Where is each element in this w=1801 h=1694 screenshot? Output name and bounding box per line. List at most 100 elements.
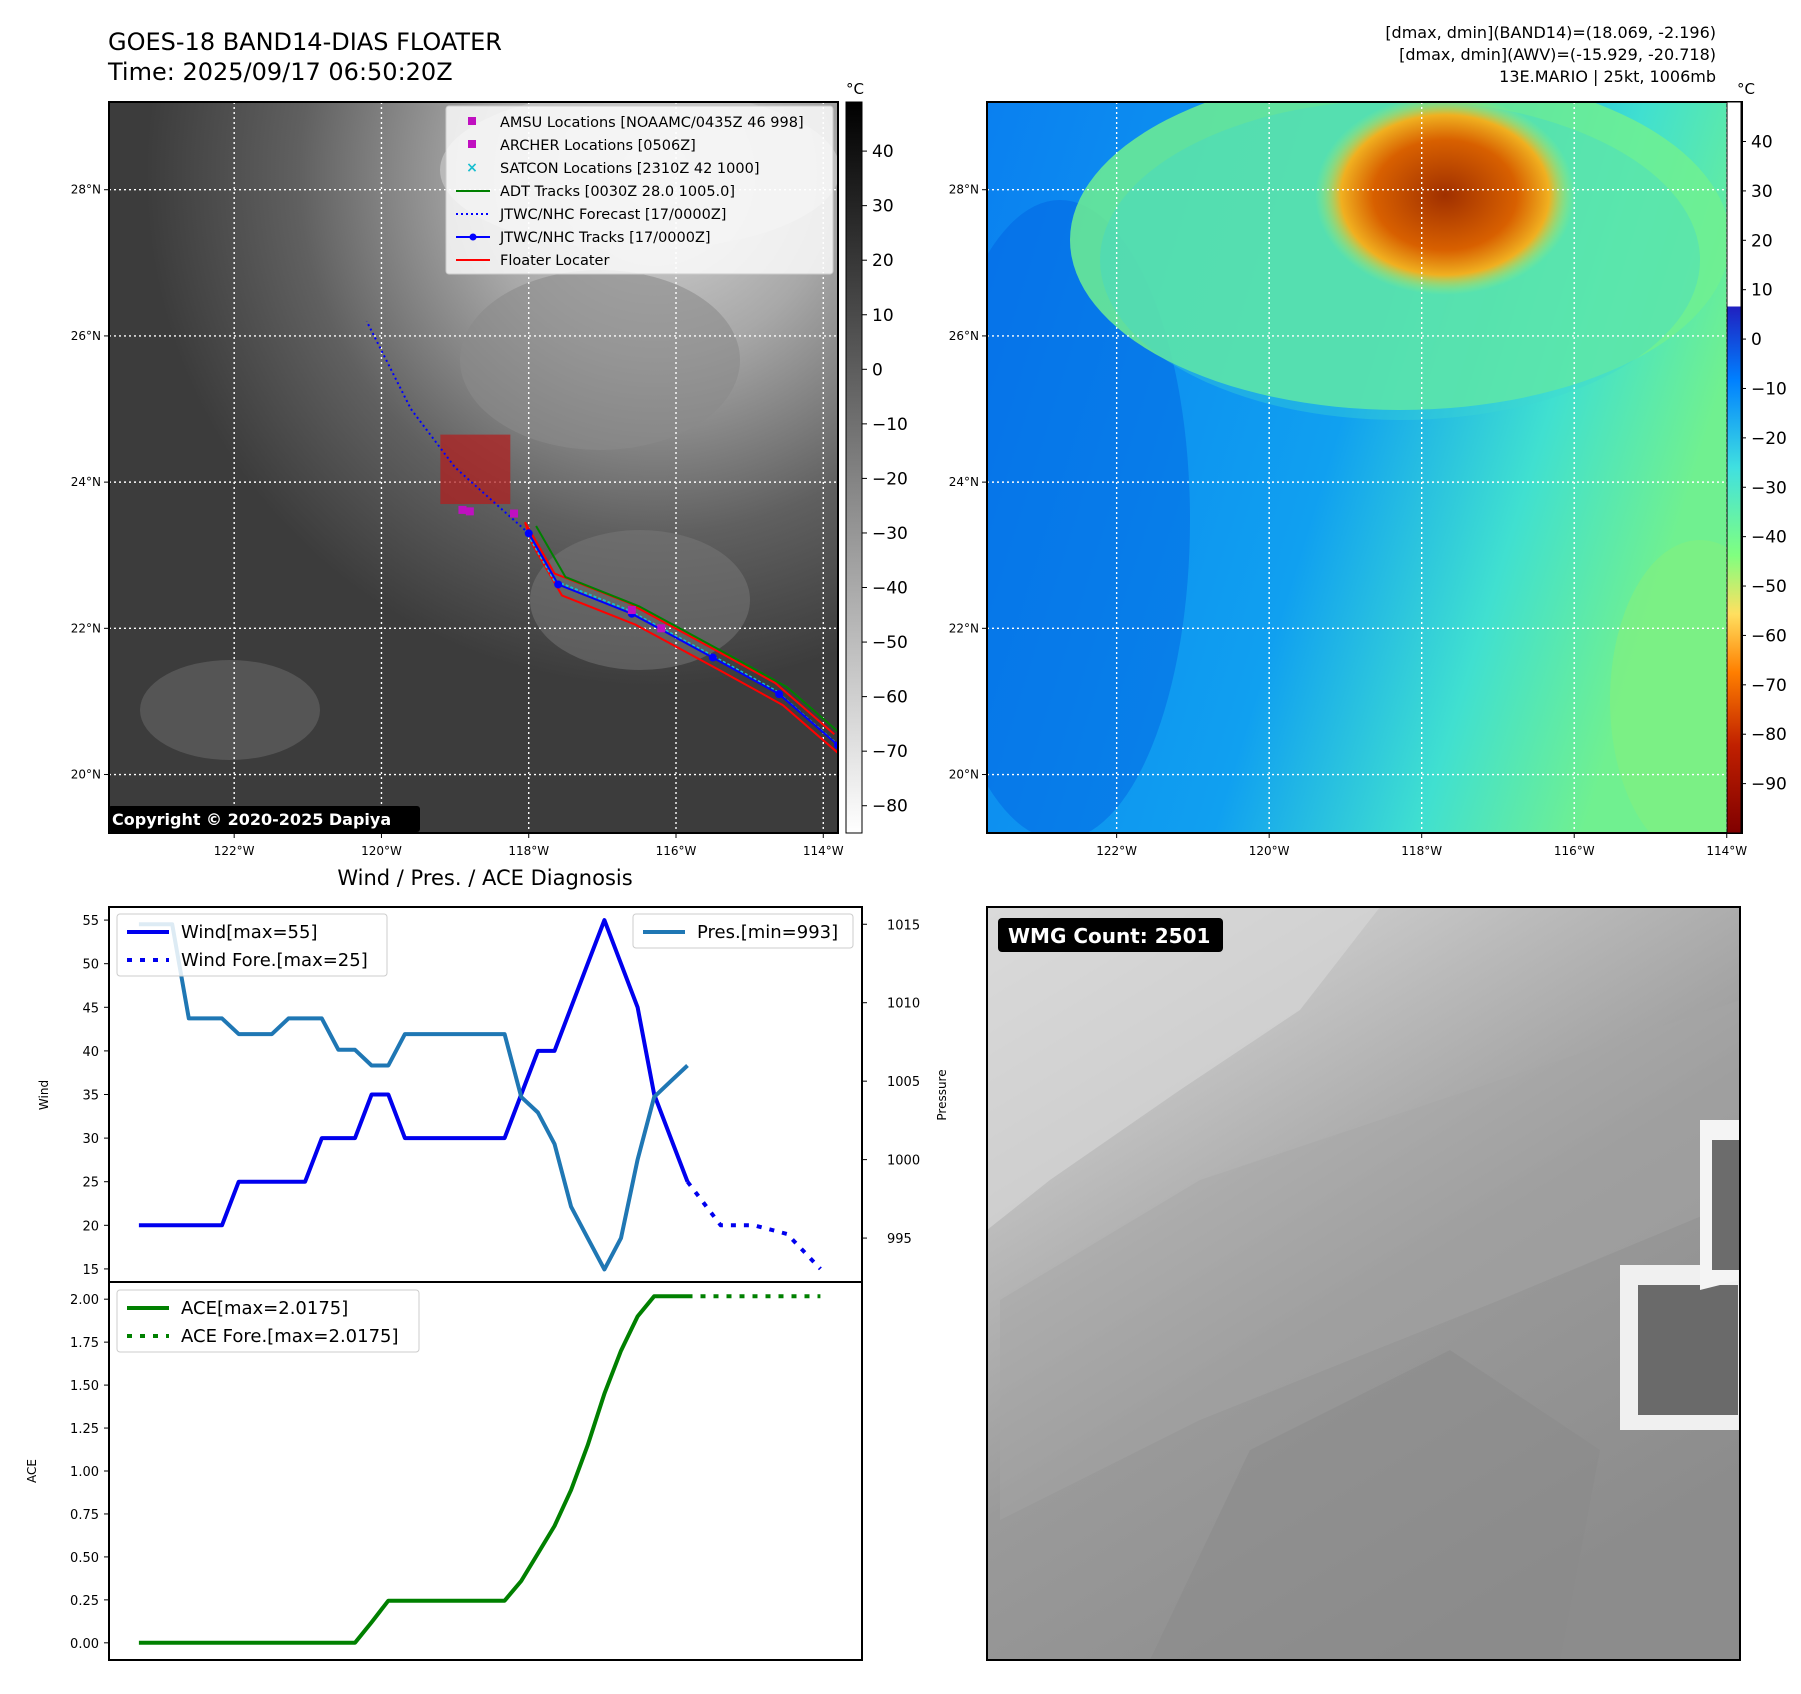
lat-label: 28°N [949,183,979,197]
y-tick-label: 50 [82,958,99,973]
lon-label: 122°W [1096,844,1137,858]
wmg-mid-region [1000,1000,1740,1520]
amsu-location [458,505,467,514]
awv-se-moist [1610,540,1742,833]
y2-tick-label: 1010 [887,997,920,1012]
awv-colorbar-unit: °C [1737,80,1755,98]
legend-box [632,913,854,949]
figure-time: Time: 2025/09/17 06:50:20Z [107,58,453,86]
colorbar-tick-label: −80 [1751,725,1787,745]
legend-marker [469,233,477,241]
diagnosis-title: Wind / Pres. / ACE Diagnosis [337,866,632,890]
ir-tracks [365,320,838,755]
lat-label: 20°N [949,768,979,782]
legend-label: ADT Tracks [0030Z 28.0 1005.0] [500,184,735,200]
y2-tick-label: 1000 [887,1154,920,1169]
amsu-location [465,507,474,516]
best-track-point [775,690,784,699]
colorbar-tick-label: 30 [1751,182,1773,202]
wmg-dark-region [1150,1350,1600,1660]
pressure-ylabel: Pressure [935,1069,949,1120]
ace-ylabel: ACE [25,1459,39,1483]
wind-ylabel: Wind [37,1080,51,1110]
copyright-box [108,806,420,832]
y-tick-label: 0.25 [70,1594,99,1609]
legend-marker: × [466,160,478,176]
forecast-track [365,320,530,535]
colorbar-tick-label: −40 [1751,528,1787,548]
lat-label: 26°N [949,329,979,343]
lon-label: 122°W [214,844,255,858]
y-tick-label: 1.25 [70,1422,99,1437]
lon-label: 116°W [1554,844,1595,858]
adt-track [535,525,838,733]
lat-label: 26°N [71,329,101,343]
colorbar-tick-label: 40 [872,142,894,162]
floater-box [440,434,511,505]
wmg-panel: WMG Count: 2501 [986,906,1741,1661]
legend-label: Wind Fore.[max=25] [181,950,368,971]
lon-label: 116°W [656,844,697,858]
legend-box [116,1289,420,1353]
copyright-text: Copyright © 2020-2025 Dapiya [112,810,391,829]
wmg-count-box [998,918,1223,952]
y-tick-label: 15 [82,1263,99,1278]
amsu-location [657,624,666,633]
legend-label: SATCON Locations [2310Z 42 1000] [500,161,759,177]
colorbar-tick-label: 10 [1751,281,1773,301]
ir-cloud-mass [460,270,740,450]
ir-frame [108,101,839,834]
legend-label: AMSU Locations [NOAAMC/0435Z 46 998] [500,115,804,131]
colorbar-tick-label: −20 [1751,429,1787,449]
awv-dry-slot [987,200,1190,833]
ace-panel: 0.00 0.25 0.50 0.75 1.00 1.25 1.50 1.75 2.00 ACE[… [25,1281,863,1661]
y-tick-label: 0.00 [70,1637,99,1652]
colorbar-tick-label: 40 [1751,133,1773,153]
amsu-location [510,509,518,518]
legend-label: Pres.[min=993] [697,922,838,943]
best-track-point [554,580,563,589]
lon-label: 120°W [361,844,402,858]
wind-pres-plot: 15 20 25 30 35 40 45 50 55 995 1000 1005 1010 1015 Win… [82,913,920,1278]
legend-label: JTWC/NHC Tracks [17/0000Z] [499,230,711,246]
awv-colorbar-ticks: 40 30 20 10 0 −10 −20 −30 −40 −50 −60 −70 −80 −90 [1741,133,1787,795]
lon-label: 114°W [1706,844,1747,858]
legend-label: Floater Locater [500,253,609,269]
best-track [527,532,838,747]
colorbar-tick-label: −50 [1751,577,1787,597]
wind-pres-panel: Wind / Pres. / ACE Diagnosis 15 20 25 30 35 4… [37,866,949,1283]
colorbar-tick-label: −30 [1751,478,1787,498]
stat-awv: [dmax, dmin](AWV)=(-15.929, -20.718) [1399,45,1716,64]
y-tick-label: 0.50 [70,1551,99,1566]
wmg-eye-tail-dark [1712,1140,1740,1270]
legend-label: Wind[max=55] [181,922,318,943]
lon-label: 118°W [508,844,549,858]
awv-frame [986,101,1743,834]
y-tick-label: 30 [82,1132,99,1147]
best-track-point [708,653,717,662]
wmg-eye [1638,1285,1738,1415]
colorbar-tick-label: 20 [1751,231,1773,251]
legend-marker [468,117,476,125]
series-line-0 [138,1294,688,1645]
ir-tick-labels: 122°W 120°W 118°W 116°W 114°W 28°N 26°N 24°N 22°… [71,183,844,858]
awv-map-panel: 122°W 120°W 118°W 116°W 114°W 28°N 26°N 24°N 22°… [949,80,1787,858]
lon-label: 118°W [1401,844,1442,858]
y2-tick-label: 1015 [887,918,920,933]
awv-convection [1315,102,1575,295]
wmg-count: WMG Count: 2501 [1008,924,1210,948]
awv-tick-labels: 122°W 120°W 118°W 116°W 114°W 28°N 26°N 24°N 22°… [949,183,1748,858]
lat-label: 28°N [71,183,101,197]
colorbar-tick-label: 20 [872,251,894,271]
lat-label: 22°N [71,621,101,635]
colorbar-tick-label: −60 [1751,626,1787,646]
colorbar-tick-label: −30 [872,524,908,544]
y-tick-label: 35 [82,1089,99,1104]
colorbar-tick-label: −10 [872,415,908,435]
legend-marker [468,140,476,148]
y-tick-label: 1.00 [70,1465,99,1480]
legend-label: ACE Fore.[max=2.0175] [181,1326,399,1347]
lat-label: 24°N [71,475,101,489]
lat-label: 24°N [949,475,979,489]
y-tick-label: 1.75 [70,1336,99,1351]
